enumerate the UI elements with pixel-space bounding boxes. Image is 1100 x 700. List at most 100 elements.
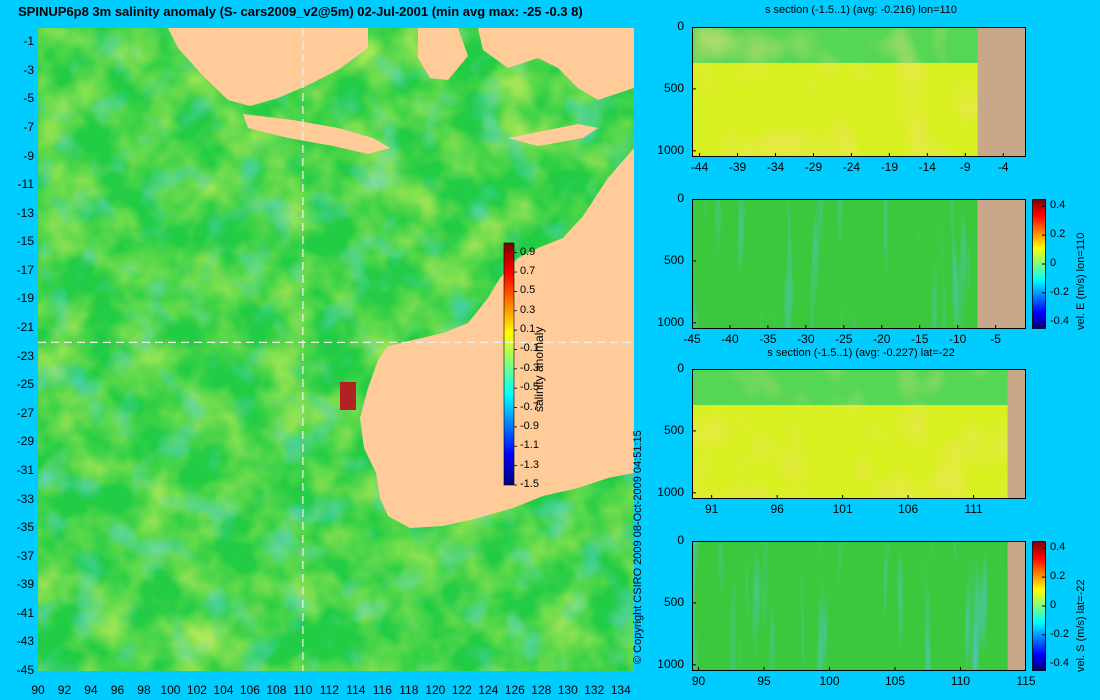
map-y-tick: -3 (23, 62, 34, 77)
section-x-tick: 90 (691, 674, 706, 688)
map-colorbar-bar (503, 242, 515, 486)
section-land (1007, 541, 1026, 671)
section-texture (692, 541, 1026, 671)
copyright: © Copyright CSIRO 2009 08-Oct-2009 04:51… (632, 430, 644, 664)
map-x-tick: 112 (319, 683, 339, 697)
map-colorbar-label: salinity anomaly (532, 326, 546, 412)
section-x-tick: 101 (832, 502, 853, 516)
map-colorbar-tick: 0.3 (520, 303, 536, 316)
map-y-tick: -19 (16, 291, 34, 306)
section-x-tick: 100 (819, 674, 840, 688)
map-x-tick: 134 (610, 683, 631, 697)
section-x-tick: 91 (704, 502, 719, 516)
section-y-tick: 500 (663, 422, 684, 437)
salinity-lon-section-plot[interactable] (692, 27, 1026, 157)
colorbar-tick: 0 (1050, 599, 1057, 611)
section-x-tick: -20 (873, 332, 891, 346)
map-y-tick: -39 (16, 577, 34, 592)
map-colorbar-tick: -0.1 (520, 342, 539, 355)
land-ingress (340, 382, 356, 410)
map-x-tick: 132 (584, 683, 605, 697)
section-x-tick: -9 (959, 160, 971, 174)
section-y-tick: 0 (677, 533, 684, 547)
map-colorbar-tick: 0.7 (520, 265, 536, 278)
land-java (243, 114, 390, 154)
map-y-tick: -1 (23, 34, 34, 49)
section-land (977, 199, 1026, 329)
colorbar-tick: 0 (1050, 257, 1057, 269)
section-x-tick: 105 (885, 674, 906, 688)
section-y-tick: 500 (663, 252, 684, 267)
map-colorbar-tick: 0.5 (520, 284, 536, 297)
section-x-tick: 115 (1016, 674, 1036, 688)
section-land (1007, 369, 1026, 499)
map-colorbar-tick: -0.9 (520, 419, 539, 432)
colorbar-tick: -0.4 (1050, 314, 1069, 327)
colorbar-tick: -0.2 (1050, 627, 1069, 640)
colorbar-tick: -0.4 (1050, 656, 1069, 669)
salinity-lat-section-plot[interactable] (692, 369, 1026, 499)
section-x-tick: 111 (964, 502, 983, 516)
section-x-tick: 96 (770, 502, 784, 516)
section-x-tick: -10 (949, 332, 967, 346)
map-x-tick: 126 (504, 683, 525, 697)
vel-east-colorbar (1032, 199, 1046, 329)
salinity-map[interactable] (38, 28, 634, 671)
section-x-tick: -34 (766, 160, 785, 174)
section-land (977, 27, 1026, 157)
section-x-tick: -15 (911, 332, 929, 346)
map-y-tick: -5 (23, 91, 34, 106)
map-y-tick: -45 (16, 663, 34, 677)
panel-3-title: s section (-1.5..1) (avg: -0.227) lat=-2… (767, 347, 955, 359)
map-x-tick: 94 (84, 683, 98, 697)
map-y-tick: -27 (16, 405, 34, 420)
map-y-tick: -31 (16, 462, 34, 477)
section-texture (692, 199, 1026, 329)
map-x-tick: 114 (346, 683, 366, 697)
section-y-tick: 500 (663, 80, 684, 95)
map-x-tick: 90 (31, 683, 45, 697)
map-y-tick: -11 (17, 177, 34, 192)
section-y-tick: 1000 (657, 314, 684, 329)
map-x-tick: 108 (266, 683, 287, 697)
section-x-tick: 110 (950, 674, 971, 688)
vel-south-colorbar (1032, 541, 1046, 671)
land-north (168, 28, 368, 106)
land-borneo (418, 28, 468, 80)
map-colorbar-tick: -0.5 (520, 381, 539, 394)
map-x-tick: 120 (425, 683, 446, 697)
section-x-tick: -30 (797, 332, 815, 346)
map-colorbar-tick: -1.5 (520, 478, 539, 490)
section-x-tick: -5 (990, 332, 1001, 346)
map-colorbar-tick: -1.3 (520, 458, 539, 471)
panel-1-title: s section (-1.5..1) (avg: -0.216) lon=11… (764, 4, 958, 16)
colorbar-tick: 0.4 (1050, 541, 1066, 554)
section-x-tick: -39 (728, 160, 747, 174)
section-x-tick: -4 (997, 160, 1009, 174)
map-x-tick: 122 (451, 683, 472, 697)
section-y-tick: 1000 (657, 142, 684, 157)
section-x-tick: -24 (842, 160, 861, 174)
section-y-tick: 1000 (657, 656, 684, 671)
map-y-tick: -43 (16, 634, 34, 649)
map-colorbar-tick: -0.3 (520, 361, 539, 374)
colorbar-tick: -0.2 (1050, 285, 1069, 298)
map-x-tick: 104 (213, 683, 234, 697)
map-colorbar-tick: 0.1 (520, 323, 536, 336)
map-y-tick: -9 (23, 148, 34, 163)
section-x-tick: 95 (757, 674, 771, 688)
section-texture (692, 27, 1026, 157)
map-y-tick: -15 (16, 234, 34, 249)
section-y-tick: 0 (677, 19, 684, 33)
map-x-tick: 100 (160, 683, 181, 697)
map-y-tick: -7 (23, 120, 34, 135)
land-islands-east (478, 28, 634, 100)
colorbar-tick: 0.2 (1050, 228, 1066, 241)
map-x-tick: 116 (372, 683, 392, 697)
vel-east-lon-section-plot[interactable] (692, 199, 1026, 329)
land-timor (508, 124, 598, 146)
map-x-tick: 106 (239, 683, 260, 697)
vel-south-lat-section-plot[interactable] (692, 541, 1026, 671)
section-x-tick: -25 (835, 332, 853, 346)
section-x-tick: -45 (683, 332, 701, 346)
